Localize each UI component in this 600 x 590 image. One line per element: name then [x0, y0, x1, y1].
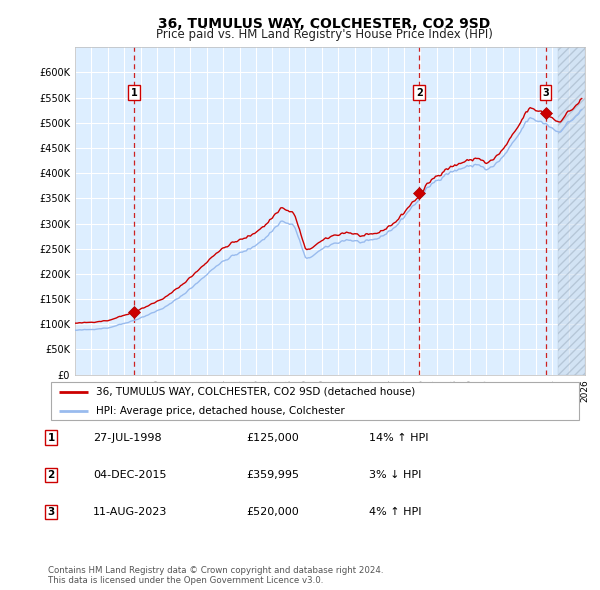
Text: HPI: Average price, detached house, Colchester: HPI: Average price, detached house, Colc… — [96, 406, 345, 416]
Text: 3: 3 — [47, 507, 55, 517]
FancyBboxPatch shape — [50, 382, 580, 420]
Text: 1: 1 — [47, 433, 55, 442]
Text: £359,995: £359,995 — [246, 470, 299, 480]
Text: 2: 2 — [416, 87, 422, 97]
Text: 3: 3 — [542, 87, 549, 97]
Text: 3% ↓ HPI: 3% ↓ HPI — [369, 470, 421, 480]
Text: 2: 2 — [47, 470, 55, 480]
Text: Price paid vs. HM Land Registry's House Price Index (HPI): Price paid vs. HM Land Registry's House … — [155, 28, 493, 41]
Text: 36, TUMULUS WAY, COLCHESTER, CO2 9SD: 36, TUMULUS WAY, COLCHESTER, CO2 9SD — [158, 17, 490, 31]
Text: 04-DEC-2015: 04-DEC-2015 — [93, 470, 167, 480]
Text: 11-AUG-2023: 11-AUG-2023 — [93, 507, 167, 517]
Text: £125,000: £125,000 — [246, 433, 299, 442]
Text: 36, TUMULUS WAY, COLCHESTER, CO2 9SD (detached house): 36, TUMULUS WAY, COLCHESTER, CO2 9SD (de… — [96, 386, 415, 396]
Text: 1: 1 — [131, 87, 137, 97]
Text: 14% ↑ HPI: 14% ↑ HPI — [369, 433, 428, 442]
Bar — [557, 47, 585, 375]
Text: 27-JUL-1998: 27-JUL-1998 — [93, 433, 161, 442]
Text: £520,000: £520,000 — [246, 507, 299, 517]
Text: 4% ↑ HPI: 4% ↑ HPI — [369, 507, 421, 517]
Text: Contains HM Land Registry data © Crown copyright and database right 2024.
This d: Contains HM Land Registry data © Crown c… — [48, 566, 383, 585]
